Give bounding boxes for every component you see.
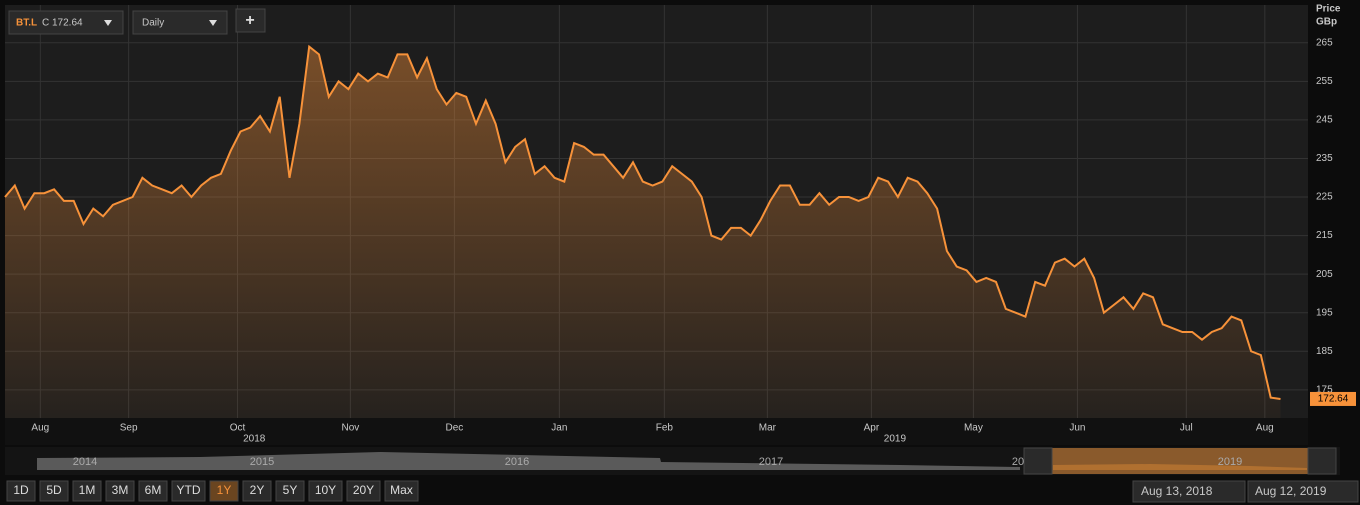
- navigator-year: 2014: [73, 456, 97, 468]
- x-tick-label: Feb: [656, 423, 674, 434]
- range-button-label: 5D: [46, 483, 62, 497]
- range-button[interactable]: [6, 480, 36, 502]
- range-button-label: 10Y: [315, 483, 336, 497]
- y-tick-label: 265: [1316, 37, 1333, 48]
- navigator-year: 2016: [505, 456, 529, 468]
- toolbar-price: 172.64: [52, 18, 83, 29]
- range-button-label: 1M: [79, 483, 96, 497]
- range-button-label: 1D: [13, 483, 29, 497]
- range-button[interactable]: [105, 480, 135, 502]
- x-tick-label: Dec: [445, 423, 463, 434]
- navigator-labels: 2014 2015 2016 2017 20 2019: [73, 456, 1242, 468]
- range-button[interactable]: [171, 480, 206, 502]
- navigator-handle[interactable]: [1307, 447, 1337, 475]
- range-button[interactable]: [384, 480, 419, 502]
- navigator-selection-area: [1053, 464, 1307, 470]
- y-tick-label: 245: [1316, 115, 1333, 126]
- range-button-label: 1Y: [217, 483, 232, 497]
- symbol: BT.L: [16, 18, 37, 29]
- x-tick-label: Aug: [31, 423, 49, 434]
- range-button[interactable]: [209, 480, 239, 502]
- dropdown-arrow: [104, 20, 112, 26]
- navigator-selection[interactable]: [1052, 448, 1308, 474]
- y-tick-label: 185: [1316, 346, 1333, 357]
- navigator-year: 20: [1012, 456, 1024, 468]
- date-to-box[interactable]: [1247, 480, 1359, 503]
- x-tick-label: Sep: [120, 423, 138, 434]
- range-button[interactable]: [72, 480, 102, 502]
- range-button[interactable]: [275, 480, 305, 502]
- range-buttons: 1D 5D 1M 3M 6M YTD 1Y 2Y 5Y 10Y 20Y Max: [6, 480, 419, 502]
- interval: Daily: [142, 18, 164, 29]
- y-axis-title: GBp: [1316, 17, 1337, 28]
- range-button-label: Max: [390, 483, 413, 497]
- range-button[interactable]: [346, 480, 381, 502]
- x-axis-strip: [5, 418, 1308, 445]
- y-axis-title: Price: [1316, 4, 1341, 15]
- symbol-box[interactable]: [8, 10, 124, 35]
- range-button-label: YTD: [177, 483, 201, 497]
- marks: [4, 44, 1281, 418]
- year-label: 2018: [243, 434, 266, 445]
- range-button[interactable]: [138, 480, 168, 502]
- range-button-label: 6M: [145, 483, 162, 497]
- year-label: 2019: [884, 434, 907, 445]
- range-button-label: 3M: [112, 483, 129, 497]
- price-line: [4, 44, 1281, 400]
- x-tick-label: Mar: [759, 423, 777, 434]
- range-button[interactable]: [242, 480, 272, 502]
- date-from: Aug 13, 2018: [1141, 484, 1213, 498]
- navigator-year: 2015: [250, 456, 274, 468]
- x-tick-label: Oct: [230, 423, 246, 434]
- y-tick-label: 225: [1316, 192, 1333, 203]
- range-button[interactable]: [39, 480, 69, 502]
- date-to: Aug 12, 2019: [1255, 484, 1327, 498]
- range-button-label: 2Y: [250, 483, 265, 497]
- y-tick-label: 235: [1316, 153, 1333, 164]
- x-tick-label: Jun: [1069, 423, 1085, 434]
- x-tick-label: Aug: [1256, 423, 1274, 434]
- navigator-handle[interactable]: [1023, 447, 1053, 475]
- price-area: [5, 46, 1281, 418]
- date-from-box[interactable]: [1132, 480, 1246, 503]
- range-button-label: 20Y: [353, 483, 374, 497]
- navigator-area: [37, 452, 1020, 470]
- x-tick-label: Jul: [1180, 423, 1193, 434]
- x-tick-label: Jan: [551, 423, 567, 434]
- y-tick-label: 195: [1316, 307, 1333, 318]
- navigator-year: 2017: [759, 456, 783, 468]
- dropdown-arrow: [209, 20, 217, 26]
- x-tick-label: Apr: [864, 423, 880, 434]
- y-tick-label: 175: [1316, 384, 1333, 395]
- add-label: +: [245, 12, 254, 29]
- x-tick-label: May: [964, 423, 983, 434]
- interval-box[interactable]: [132, 10, 228, 35]
- y-tick-label: 255: [1316, 76, 1333, 87]
- y-tick-label: 205: [1316, 269, 1333, 280]
- add-button[interactable]: [235, 8, 266, 33]
- x-tick-label: Nov: [341, 423, 359, 434]
- last-price-box: [1310, 391, 1356, 406]
- navigator-year: 2019: [1218, 456, 1242, 468]
- last-price-label: 172.64: [1318, 394, 1349, 405]
- price-prefix: C: [42, 18, 49, 29]
- range-button[interactable]: [308, 480, 343, 502]
- range-button-label: 5Y: [283, 483, 298, 497]
- y-tick-label: 215: [1316, 230, 1333, 241]
